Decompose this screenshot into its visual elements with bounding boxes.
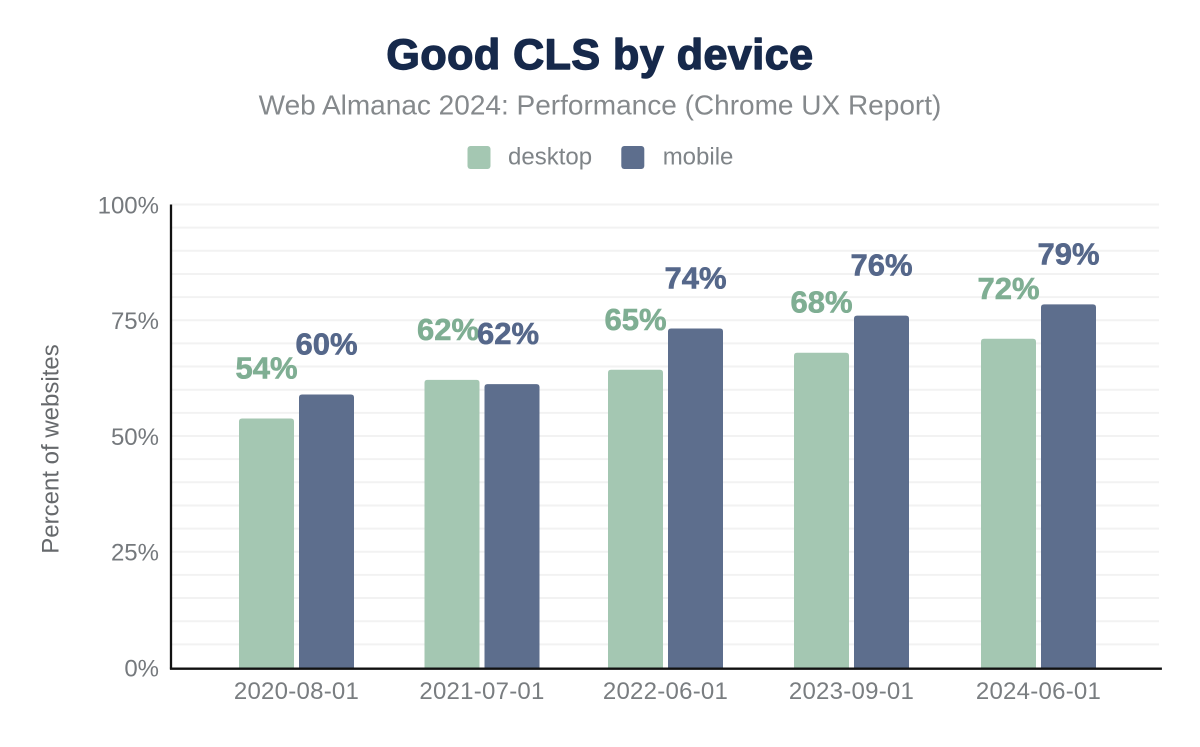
svg-text:54%: 54% bbox=[235, 351, 297, 386]
svg-text:76%: 76% bbox=[850, 248, 912, 283]
svg-text:100%: 100% bbox=[98, 192, 159, 219]
svg-text:mobile: mobile bbox=[663, 144, 734, 171]
svg-text:50%: 50% bbox=[111, 424, 159, 451]
svg-text:2021-07-01: 2021-07-01 bbox=[419, 678, 544, 705]
svg-text:2020-08-01: 2020-08-01 bbox=[234, 678, 359, 705]
svg-text:72%: 72% bbox=[977, 271, 1039, 306]
svg-text:Percent of websites: Percent of websites bbox=[38, 344, 65, 553]
svg-text:68%: 68% bbox=[790, 285, 852, 320]
svg-text:75%: 75% bbox=[111, 308, 159, 335]
svg-text:desktop: desktop bbox=[508, 144, 592, 171]
svg-text:2024-06-01: 2024-06-01 bbox=[976, 678, 1101, 705]
svg-text:0%: 0% bbox=[124, 655, 159, 682]
svg-text:2023-09-01: 2023-09-01 bbox=[789, 678, 914, 705]
svg-text:79%: 79% bbox=[1037, 236, 1099, 271]
svg-text:Good CLS by device: Good CLS by device bbox=[386, 31, 813, 79]
svg-text:25%: 25% bbox=[111, 540, 159, 567]
svg-text:74%: 74% bbox=[664, 261, 726, 296]
svg-text:2022-06-01: 2022-06-01 bbox=[603, 678, 728, 705]
svg-text:Web Almanac 2024: Performance: Web Almanac 2024: Performance (Chrome UX… bbox=[259, 90, 942, 121]
svg-text:65%: 65% bbox=[604, 302, 666, 337]
svg-text:60%: 60% bbox=[295, 327, 357, 362]
svg-text:62%: 62% bbox=[477, 316, 539, 351]
svg-text:62%: 62% bbox=[417, 312, 479, 347]
